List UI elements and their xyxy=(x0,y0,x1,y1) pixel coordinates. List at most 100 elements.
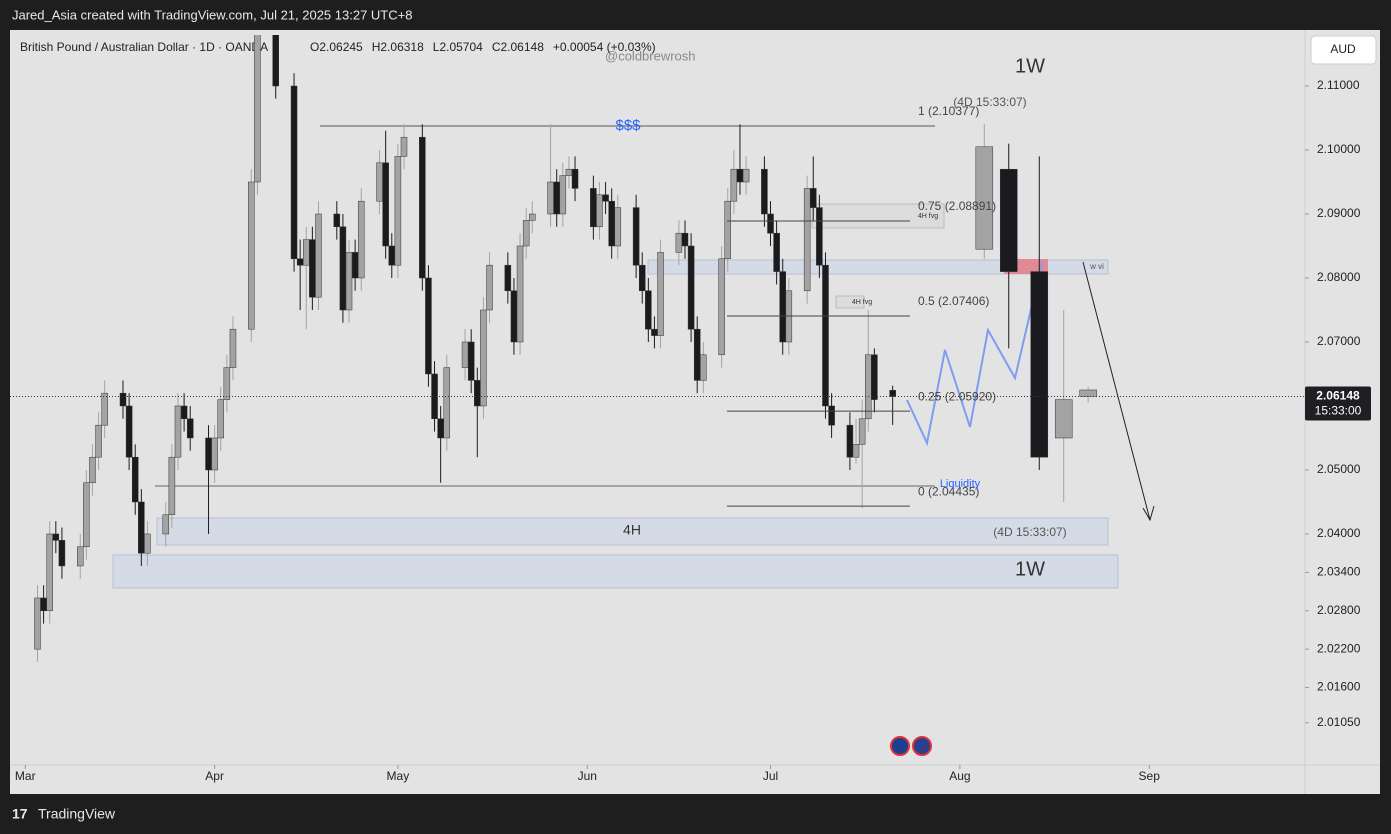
annotation: 1W xyxy=(1015,55,1045,77)
candle-body xyxy=(296,258,304,266)
arrow-line xyxy=(1082,261,1151,521)
x-tick-label: May xyxy=(387,769,410,783)
candle-body xyxy=(522,220,530,247)
y-tick-label: 2.10000 xyxy=(1317,142,1361,156)
candle-body xyxy=(871,354,878,400)
candle-body xyxy=(889,390,896,397)
candle-body xyxy=(693,328,701,381)
candle-body xyxy=(858,418,866,445)
candle-body xyxy=(34,597,41,650)
candle-body xyxy=(351,252,359,279)
candle-body xyxy=(773,232,780,272)
candle-body xyxy=(138,501,145,554)
candle-body xyxy=(852,444,860,458)
zone-1w xyxy=(112,554,1119,589)
candle-body xyxy=(480,309,487,407)
candle-body xyxy=(822,264,829,407)
fib-label: 1 (2.10377) xyxy=(918,104,979,118)
last-price-label: 2.06148 xyxy=(1316,389,1360,403)
annotation: 4H fvg xyxy=(918,213,938,220)
candle-body xyxy=(40,597,47,612)
candle-body xyxy=(431,373,438,420)
symbol-legend: British Pound / Australian Dollar · 1D ·… xyxy=(20,40,268,54)
candle-body xyxy=(254,35,261,183)
candle-body xyxy=(58,540,66,567)
candle-body xyxy=(131,456,139,503)
zone-fvg xyxy=(811,203,945,229)
y-tick-label: 2.07000 xyxy=(1317,334,1361,348)
ohlc-value: +0.00054 (+0.03%) xyxy=(553,40,656,54)
candle-body xyxy=(89,456,96,484)
currency-button[interactable] xyxy=(1310,35,1377,65)
x-tick-label: Aug xyxy=(949,769,970,783)
fib-label: 0.25 (2.05920) xyxy=(918,389,996,403)
y-tick-label: 2.08000 xyxy=(1317,270,1361,284)
candle-body xyxy=(474,380,481,407)
y-tick-label: 2.01600 xyxy=(1317,680,1361,694)
x-tick-label: Jul xyxy=(763,769,778,783)
candle-body xyxy=(180,405,188,420)
projection-path xyxy=(906,261,1043,447)
candle-body xyxy=(315,213,322,298)
brand-logo: 17 xyxy=(12,806,28,822)
ohlc-value: C2.06148 xyxy=(492,40,544,54)
candle-body xyxy=(119,392,127,407)
candle-body xyxy=(388,245,396,266)
ohlc-value: H2.06318 xyxy=(372,40,424,54)
candle-body xyxy=(1079,389,1097,397)
candle-body xyxy=(186,418,194,439)
candle-body xyxy=(718,258,725,356)
candle-body xyxy=(467,341,475,381)
candle-body xyxy=(95,424,102,458)
y-tick-label: 2.04000 xyxy=(1317,526,1361,540)
candle-body xyxy=(376,162,383,202)
candle-body xyxy=(168,456,176,516)
annotation: (4D 15:33:07) xyxy=(993,525,1066,539)
watermark: @coldbrewrosh xyxy=(605,48,696,63)
countdown-label: 15:33:00 xyxy=(1315,404,1362,418)
candle-body xyxy=(553,181,560,215)
zone-fvg xyxy=(835,295,865,309)
candle-body xyxy=(803,188,811,292)
candle-body xyxy=(333,213,341,228)
candle-body xyxy=(272,35,279,87)
candle-body xyxy=(345,252,353,311)
candle-body xyxy=(52,533,60,541)
candle-body xyxy=(357,200,365,279)
x-tick-label: Jun xyxy=(578,769,597,783)
candle-body xyxy=(846,424,854,458)
zone-4h xyxy=(156,517,1109,546)
candle-body xyxy=(565,168,573,176)
last-price-box xyxy=(1305,386,1371,421)
candle-body xyxy=(700,354,707,381)
candle-body xyxy=(101,392,108,426)
ohlc-value: O2.06245 xyxy=(310,40,363,54)
candle-body xyxy=(461,341,469,368)
flag-gb xyxy=(912,736,932,756)
y-tick-label: 2.03400 xyxy=(1317,565,1361,579)
candle-body xyxy=(864,354,872,420)
candle-body xyxy=(419,136,426,279)
candle-body xyxy=(559,175,567,215)
header-title: Jared_Asia created with TradingView.com,… xyxy=(12,7,412,22)
candle-body xyxy=(736,168,744,183)
candle-body xyxy=(144,533,151,554)
candle-body xyxy=(529,213,536,221)
candle-body xyxy=(645,290,652,330)
candle-body xyxy=(229,328,237,368)
y-tick-label: 2.02800 xyxy=(1317,603,1361,617)
candle-body xyxy=(125,405,133,458)
annotation: w vi xyxy=(1089,262,1104,271)
candle-body xyxy=(547,181,554,215)
candle-body xyxy=(999,168,1018,272)
currency[interactable]: AUD xyxy=(1330,42,1356,56)
ohlc-value: L2.05704 xyxy=(433,40,483,54)
candle-body xyxy=(681,232,689,247)
x-tick-label: Mar xyxy=(15,769,36,783)
candle-body xyxy=(217,399,224,439)
candle-body xyxy=(767,213,774,234)
candle-body xyxy=(761,168,768,215)
candle-body xyxy=(632,207,640,266)
candle-body xyxy=(1030,271,1049,458)
